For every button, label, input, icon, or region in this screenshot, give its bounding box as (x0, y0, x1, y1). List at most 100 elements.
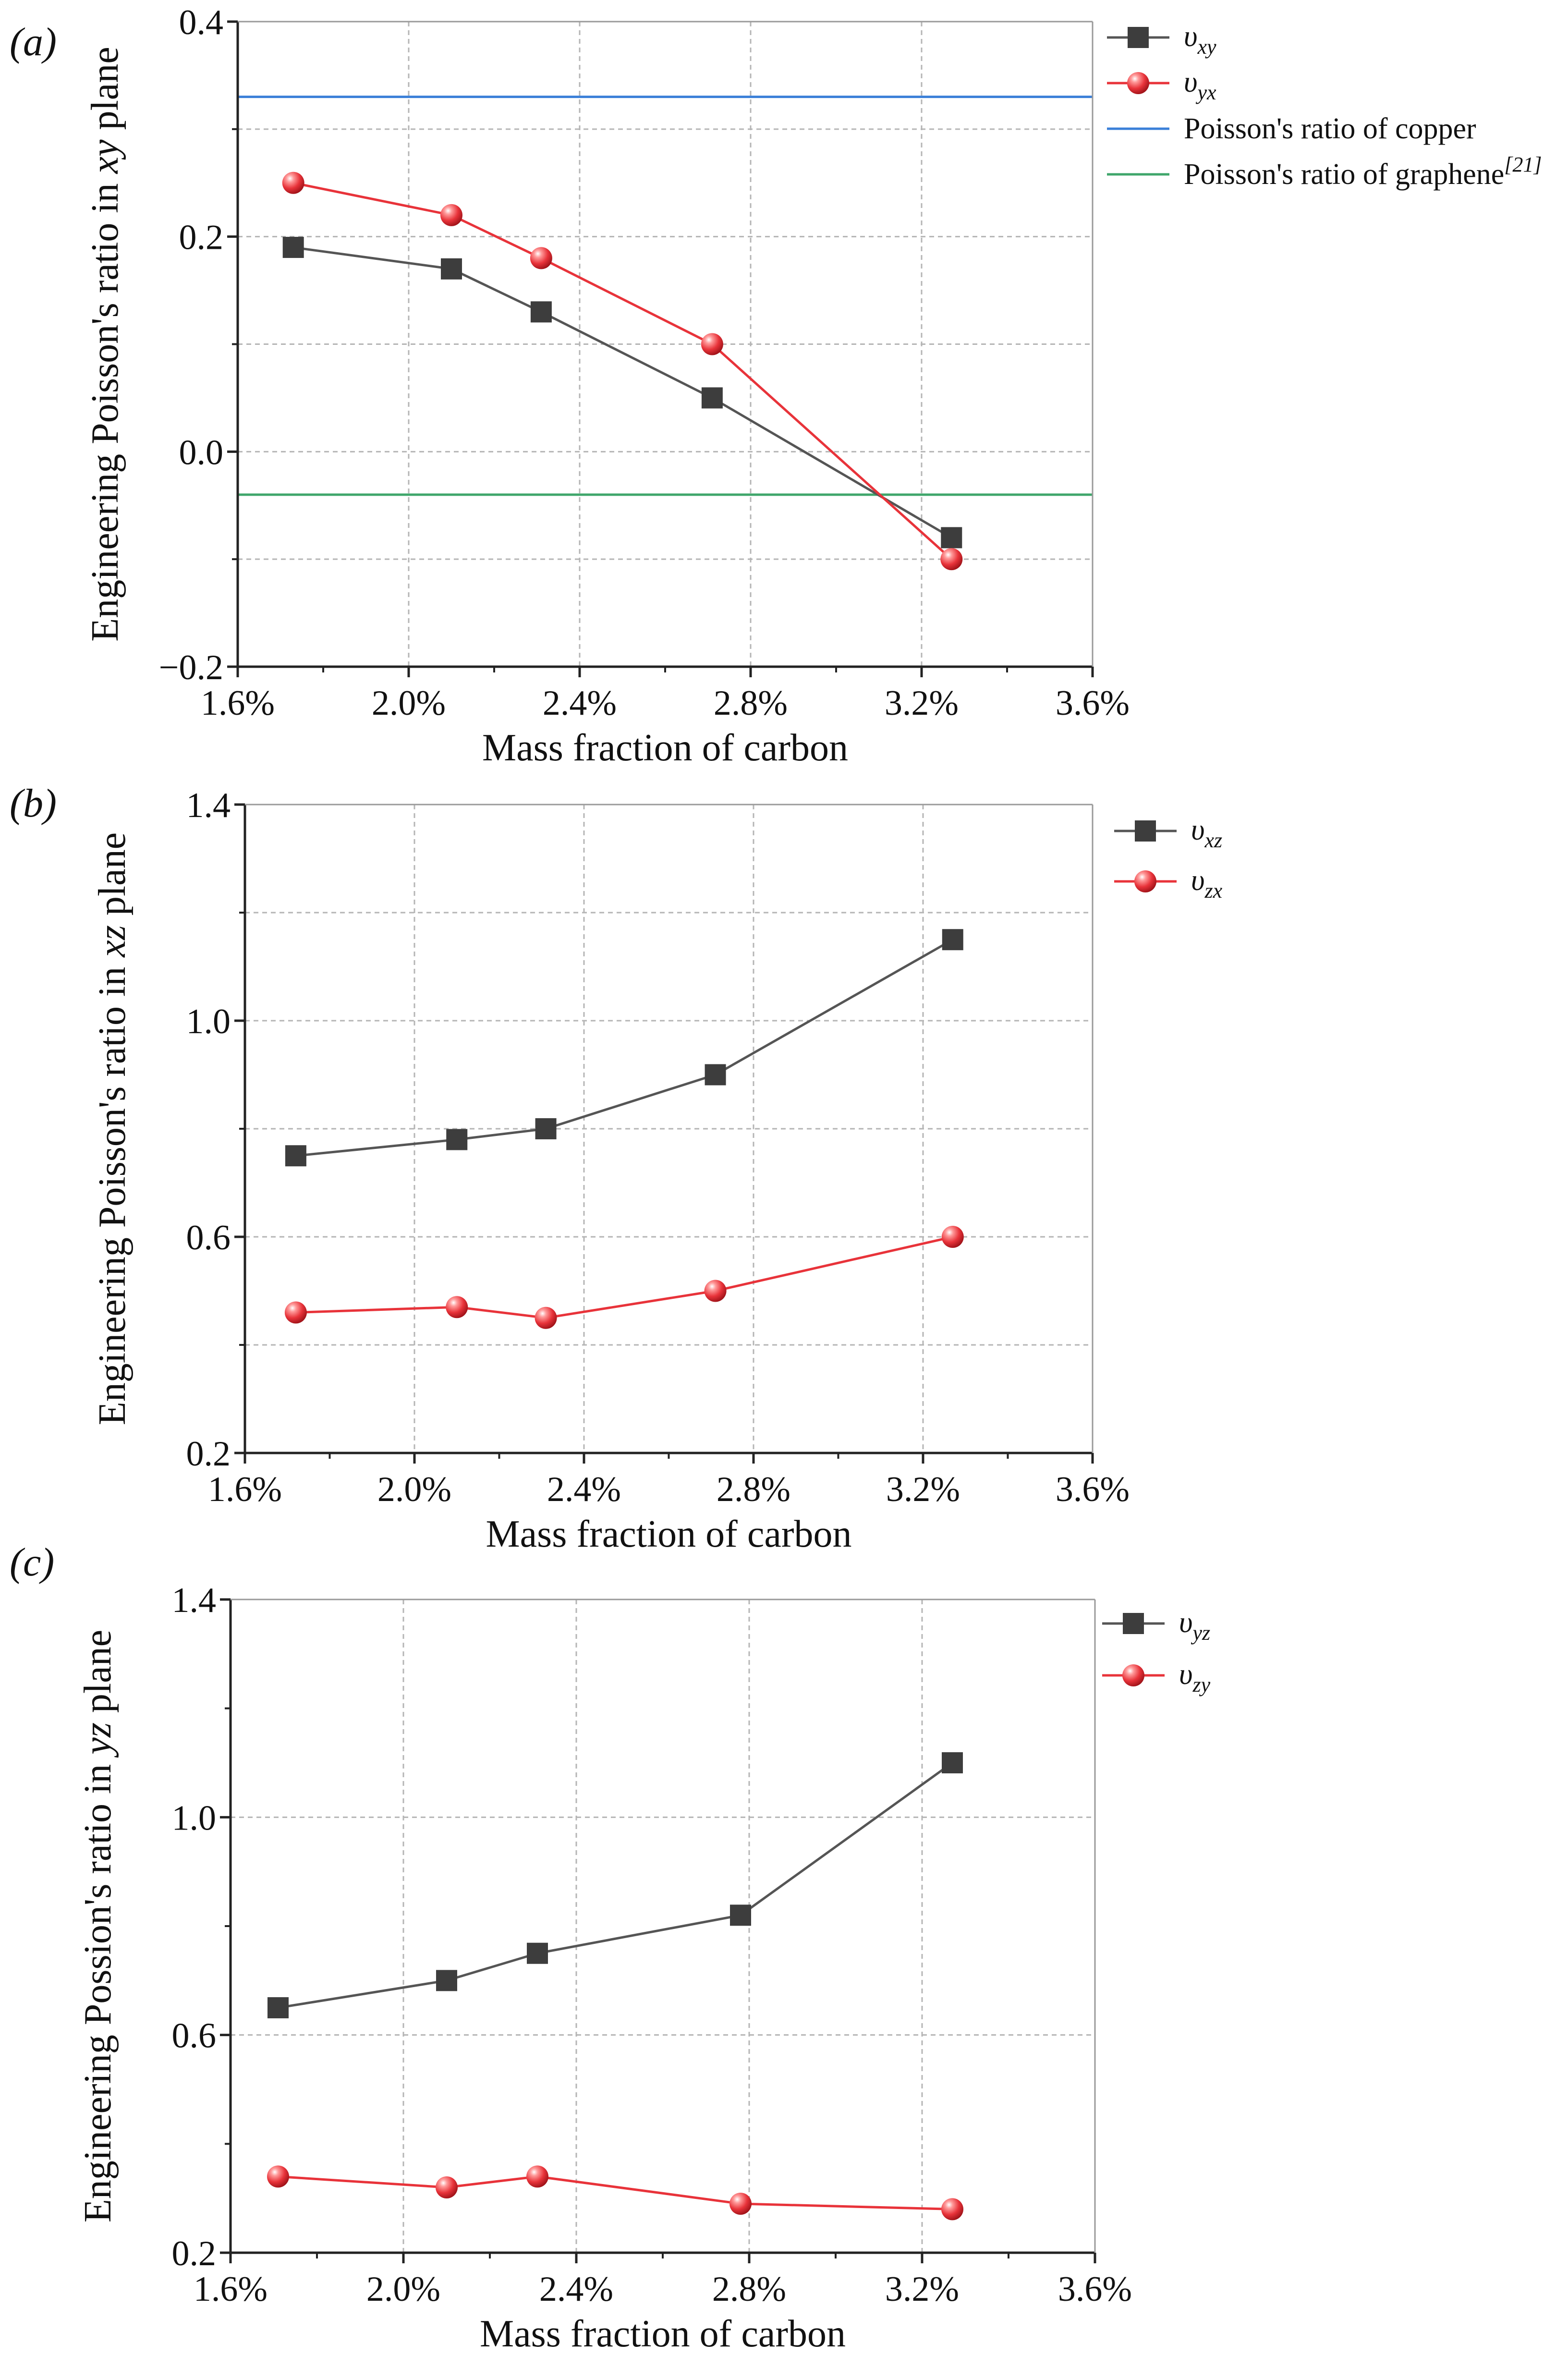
x-tick-label: 1.6% (194, 2270, 267, 2309)
x-tick-label: 1.6% (208, 1470, 282, 1509)
legend-subscript: zx (1204, 879, 1222, 903)
y-axis-title-part: plane (91, 832, 134, 925)
legend-reference-name: Poisson's ratio of copper (1184, 112, 1476, 145)
data-point-yx (940, 548, 963, 571)
series-line-zy (278, 2175, 953, 2210)
x-tick-label: 2.0% (377, 1470, 451, 1509)
x-axis-title: Mass fraction of carbon (480, 2313, 846, 2355)
legend-symbol: υ (1179, 1606, 1192, 1639)
legend-subscript: xy (1197, 35, 1216, 59)
data-point-zx (941, 1226, 964, 1248)
data-point-yx (701, 333, 723, 355)
panel-label: (b) (10, 781, 57, 826)
data-point-yz (730, 1904, 751, 1926)
legend-label-reference: Poisson's ratio of graphene[21] (1184, 153, 1542, 191)
legend-marker-sphere (1134, 870, 1156, 892)
x-tick-label: 2.8% (714, 684, 788, 723)
data-point-yz (436, 1970, 457, 1991)
data-point-xz (942, 929, 963, 951)
x-axis-title: Mass fraction of carbon (482, 727, 848, 769)
legend-marker-sphere (1122, 1664, 1144, 1686)
data-point-zx (704, 1280, 727, 1302)
y-tick-label: 0.0 (179, 433, 224, 472)
data-point-yx (440, 204, 462, 226)
chart-panel-b: (b) 0.2 0.6 1.0 1.4 1.6% 2.0% 2.4% 2.8% 3.2% 3.6% M… (10, 781, 1223, 1555)
data-point-zy (267, 2165, 289, 2188)
y-tick-label: 0.6 (186, 1218, 231, 1257)
y-axis-title-part: plane (84, 47, 126, 139)
y-tick-label: 0.4 (179, 3, 224, 42)
data-point-zy (526, 2165, 548, 2188)
legend-marker-square (1128, 27, 1149, 48)
legend-symbol: υ (1184, 20, 1197, 53)
data-point-yz (942, 1752, 963, 1773)
chart-panel-a: (a) −0.2 0.0 0.2 0.4 1.6% 2.0% 2.4% 2.8% 3.2% 3.6%… (10, 3, 1542, 769)
data-point-xz (446, 1129, 468, 1150)
data-point-yx (282, 171, 304, 194)
y-tick-label: 0.2 (172, 2234, 217, 2273)
data-point-xy (941, 527, 962, 549)
x-tick-label: 2.4% (543, 684, 617, 723)
y-tick-label: 1.0 (186, 1002, 231, 1041)
data-point-zy (941, 2198, 963, 2221)
data-point-xy (441, 258, 462, 280)
data-point-yx (530, 247, 552, 269)
legend-marker-square (1123, 1613, 1144, 1634)
x-tick-label: 2.8% (717, 1470, 790, 1509)
x-tick-label: 3.2% (886, 1470, 960, 1509)
data-point-xz (285, 1145, 306, 1167)
data-point-xy (701, 387, 723, 409)
x-tick-label: 2.0% (366, 2270, 440, 2309)
legend-superscript: [21] (1504, 153, 1542, 176)
x-tick-label: 2.4% (539, 2270, 613, 2309)
legend-marker-square (1135, 820, 1156, 842)
y-axis-title: Engineering Poisson's ratio in xz plane (91, 832, 134, 1425)
legend-label-reference: Poisson's ratio of copper (1184, 112, 1476, 145)
data-point-xy (530, 301, 552, 323)
series-line-zx (295, 1235, 953, 1319)
x-axis-title: Mass fraction of carbon (486, 1513, 852, 1555)
x-tick-label: 3.2% (885, 684, 959, 723)
y-axis-title-part: Engineering Poisson's ratio in (91, 957, 134, 1425)
panel-label: (c) (10, 1540, 54, 1585)
y-tick-label: −0.2 (159, 648, 223, 687)
legend-reference-name: Poisson's ratio of graphene (1184, 158, 1504, 191)
legend-symbol: υ (1184, 66, 1197, 98)
legend-subscript: xz (1204, 829, 1222, 852)
legend-label-yx: υyx (1184, 66, 1216, 104)
x-tick-label: 2.0% (372, 684, 446, 723)
chart-panel-c: (c) 0.2 0.6 1.0 1.4 1.6% 2.0% 2.4% 2.8% 3.2% 3.6% M… (10, 1540, 1211, 2355)
data-point-xz (535, 1118, 557, 1139)
y-tick-label: 1.4 (172, 1581, 217, 1620)
y-axis-title: Engineering Possion's ratio in yz plane (77, 1630, 119, 2222)
legend-label-xy: υxy (1184, 20, 1216, 59)
y-axis-title-part: xz (91, 925, 134, 958)
y-tick-label: 0.6 (172, 2016, 217, 2056)
legend-subscript: zy (1192, 1673, 1210, 1697)
series-line-yx (293, 182, 952, 561)
y-tick-label: 0.2 (186, 1434, 231, 1474)
data-point-zx (446, 1296, 468, 1318)
y-tick-label: 1.4 (186, 786, 231, 825)
legend-symbol: υ (1191, 864, 1204, 897)
legend-symbol: υ (1191, 814, 1204, 846)
data-point-zx (535, 1306, 557, 1329)
legend-label-xz: υxz (1191, 814, 1222, 852)
x-tick-label: 3.6% (1056, 684, 1130, 723)
x-tick-label: 2.8% (712, 2270, 786, 2309)
legend-marker-sphere (1127, 72, 1149, 94)
legend-label-zx: υzx (1191, 864, 1223, 903)
legend-subscript: yx (1195, 81, 1216, 104)
y-axis-title-part: yz (77, 1722, 119, 1758)
y-axis-title-part: Engineering Poisson's ratio in (84, 173, 126, 641)
x-tick-label: 3.2% (885, 2270, 959, 2309)
series-line-xz (295, 939, 954, 1157)
x-tick-label: 3.6% (1058, 2270, 1132, 2309)
x-tick-label: 2.4% (547, 1470, 621, 1509)
y-axis-title: Engineering Poisson's ratio in xy plane (84, 47, 126, 642)
data-point-xy (282, 237, 304, 258)
